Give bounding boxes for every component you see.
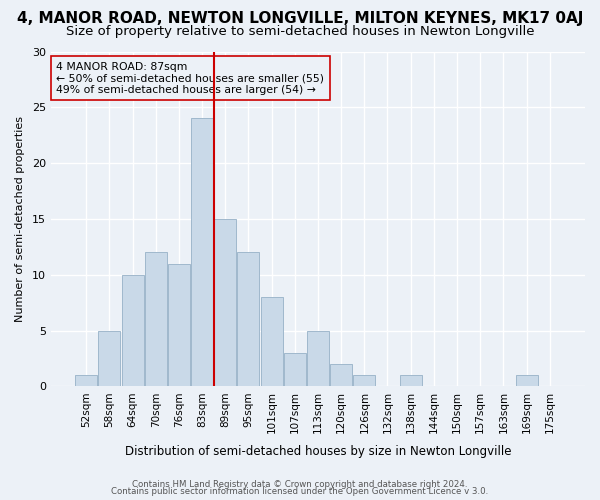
Bar [284, 353, 306, 386]
Bar [75, 375, 97, 386]
Bar [214, 219, 236, 386]
Bar [168, 264, 190, 386]
Y-axis label: Number of semi-detached properties: Number of semi-detached properties [15, 116, 25, 322]
Bar [260, 297, 283, 386]
Bar [330, 364, 352, 386]
Bar [307, 330, 329, 386]
Bar [238, 252, 259, 386]
X-axis label: Distribution of semi-detached houses by size in Newton Longville: Distribution of semi-detached houses by … [125, 444, 511, 458]
Bar [515, 375, 538, 386]
Text: 4, MANOR ROAD, NEWTON LONGVILLE, MILTON KEYNES, MK17 0AJ: 4, MANOR ROAD, NEWTON LONGVILLE, MILTON … [17, 12, 583, 26]
Bar [191, 118, 213, 386]
Bar [400, 375, 422, 386]
Bar [122, 275, 143, 386]
Text: Size of property relative to semi-detached houses in Newton Longville: Size of property relative to semi-detach… [66, 25, 534, 38]
Text: Contains HM Land Registry data © Crown copyright and database right 2024.: Contains HM Land Registry data © Crown c… [132, 480, 468, 489]
Text: Contains public sector information licensed under the Open Government Licence v : Contains public sector information licen… [112, 488, 488, 496]
Bar [353, 375, 376, 386]
Bar [145, 252, 167, 386]
Bar [98, 330, 121, 386]
Text: 4 MANOR ROAD: 87sqm
← 50% of semi-detached houses are smaller (55)
49% of semi-d: 4 MANOR ROAD: 87sqm ← 50% of semi-detach… [56, 62, 324, 94]
